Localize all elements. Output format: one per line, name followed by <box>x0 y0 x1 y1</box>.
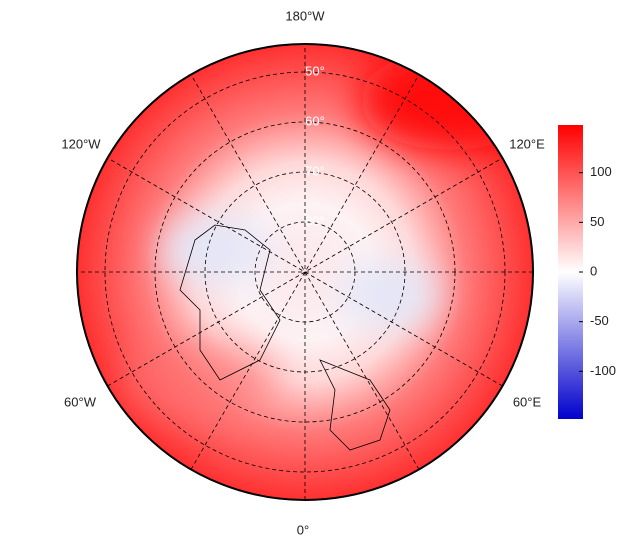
meridian <box>107 157 503 387</box>
longitude-label: 120°W <box>61 136 101 151</box>
colorbar-tick-label: -100 <box>590 363 616 378</box>
colorbar-tick-label: 50 <box>590 214 604 229</box>
latitude-label: 80° <box>305 213 325 228</box>
longitude-label: 180°W <box>285 8 325 23</box>
colorbar <box>558 125 583 419</box>
colorbar-tick-label: 100 <box>590 164 612 179</box>
longitude-label: 60°W <box>64 394 97 409</box>
map-border <box>76 43 534 501</box>
colorbar-tick-label: 0 <box>590 263 597 278</box>
latitude-label: 60° <box>305 113 325 128</box>
colorbar-tick-label: -50 <box>590 313 609 328</box>
longitude-label: 120°E <box>509 136 545 151</box>
longitude-label: 60°E <box>513 394 542 409</box>
graticule <box>77 44 533 500</box>
labels: 180°W 120°W 120°E 60°W 60°E 0° 50° 60° 70° 80° <box>61 8 545 537</box>
latitude-label: 70° <box>305 163 325 178</box>
latitude-label: 50° <box>305 63 325 78</box>
longitude-label: 0° <box>297 522 309 537</box>
